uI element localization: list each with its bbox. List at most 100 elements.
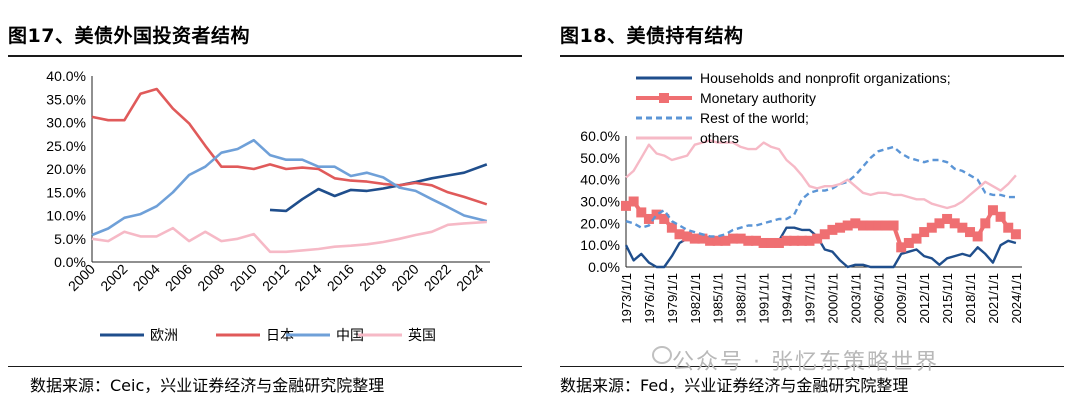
- series-marker: [827, 224, 838, 235]
- series-marker: [857, 220, 868, 231]
- series-marker: [873, 220, 884, 231]
- series-marker: [796, 235, 807, 246]
- y-tick-label: 20.0%: [46, 161, 86, 177]
- series-marker: [750, 235, 761, 246]
- series-marker: [942, 213, 953, 224]
- y-tick-label: 50.0%: [580, 150, 620, 166]
- series-line: [625, 145, 1016, 238]
- series-marker: [728, 233, 739, 244]
- legend-label: Rest of the world;: [700, 110, 809, 126]
- x-tick-label: 2003/1/1: [848, 273, 863, 324]
- x-tick-label: 2016: [324, 261, 357, 294]
- series-marker: [682, 231, 693, 242]
- series-marker: [812, 233, 823, 244]
- y-tick-label: 10.0%: [46, 208, 86, 224]
- right-footer-rule: [560, 366, 1064, 367]
- series-marker: [957, 222, 968, 233]
- series-marker: [987, 205, 998, 216]
- series-marker: [1003, 222, 1014, 233]
- series-marker: [980, 218, 991, 229]
- x-tick-label: 1991/1/1: [757, 273, 772, 324]
- series-marker: [1010, 229, 1021, 240]
- y-tick-label: 0.0%: [54, 254, 86, 270]
- series-marker: [880, 220, 891, 231]
- series-marker: [911, 233, 922, 244]
- series-marker: [995, 211, 1006, 222]
- series-marker: [865, 220, 876, 231]
- x-tick-label: 2018: [356, 261, 389, 294]
- series-marker: [773, 237, 784, 248]
- series-1: [621, 196, 1021, 253]
- series-marker: [643, 213, 654, 224]
- series-3: [91, 220, 487, 254]
- x-tick-label: 2022: [421, 261, 454, 294]
- x-tick-label: 2004: [129, 261, 162, 294]
- series-marker: [651, 209, 662, 220]
- series-marker: [781, 235, 792, 246]
- left-panel: 图17、美债外国投资者结构 0.0% 5.0% 10.0% 15.0% 20.0% 25.…: [0, 0, 530, 404]
- series-marker: [743, 235, 754, 246]
- x-tick-label: 1982/1/1: [688, 273, 703, 324]
- x-tick-label: 2002: [97, 261, 130, 294]
- x-tick-label: 2021/1/1: [986, 273, 1001, 324]
- x-tick-label: 1973/1/1: [619, 273, 634, 324]
- series-marker: [835, 222, 846, 233]
- y-tick-label: 35.0%: [46, 91, 86, 107]
- wechat-icon: [652, 346, 672, 364]
- series-marker: [972, 231, 983, 242]
- x-tick-label: 1997/1/1: [802, 273, 817, 324]
- series-marker: [766, 237, 777, 248]
- series-line: [625, 139, 1017, 210]
- series-marker: [697, 233, 708, 244]
- y-tick-label: 5.0%: [54, 231, 86, 247]
- right-line-chart: 0.0% 10.0% 20.0% 30.0% 40.0% 50.0% 60.0% 1973/1…: [580, 70, 1024, 324]
- x-tick-label: 2008: [194, 261, 227, 294]
- series-3: [625, 139, 1017, 210]
- series-marker: [850, 218, 861, 229]
- x-tick-label: 2010: [227, 261, 260, 294]
- legend-label: 日本: [266, 328, 294, 344]
- left-footer-rule: [8, 366, 522, 367]
- y-tick-label: 25.0%: [46, 138, 86, 154]
- y-tick-label: 30.0%: [580, 194, 620, 210]
- y-tick-label: 40.0%: [580, 172, 620, 188]
- series-2: [91, 138, 488, 237]
- series-marker: [758, 237, 769, 248]
- x-tick-label: 2020: [388, 261, 421, 294]
- x-tick-label: 2006: [162, 261, 195, 294]
- x-tick-label: 1979/1/1: [665, 273, 680, 324]
- left-chart-title: 图17、美债外国投资者结构: [8, 25, 250, 47]
- series-marker: [919, 227, 930, 238]
- legend-marker: [659, 93, 669, 103]
- x-tick-label: 2012/1/1: [917, 273, 932, 324]
- x-tick-label: 2024/1/1: [1009, 273, 1024, 324]
- x-tick-label: 1994/1/1: [780, 273, 795, 324]
- legend-label: 中国: [336, 328, 364, 344]
- legend-label: others: [700, 130, 739, 146]
- right-source-note: 数据来源：Fed，兴业证券经济与金融研究院整理: [560, 376, 909, 395]
- left-source-note: 数据来源：Ceic，兴业证券经济与金融研究院整理: [30, 376, 385, 395]
- y-tick-label: 20.0%: [580, 215, 620, 231]
- x-tick-label: 2024: [453, 261, 486, 294]
- y-tick-label: 0.0%: [588, 259, 620, 275]
- series-marker: [896, 242, 907, 253]
- series-marker: [888, 220, 899, 231]
- series-marker: [628, 196, 639, 207]
- x-tick-label: 1985/1/1: [711, 273, 726, 324]
- watermark: 公众号 · 张忆东策略世界: [672, 350, 939, 375]
- series-line: [269, 163, 488, 213]
- series-marker: [965, 227, 976, 238]
- series-1: [91, 87, 488, 206]
- x-tick-label: 1976/1/1: [642, 273, 657, 324]
- y-tick-label: 15.0%: [46, 184, 86, 200]
- series-marker: [720, 235, 731, 246]
- y-tick-label: 60.0%: [580, 128, 620, 144]
- series-line: [91, 87, 488, 206]
- series-line: [91, 138, 488, 237]
- series-marker: [735, 233, 746, 244]
- series-marker: [819, 229, 830, 240]
- x-tick-label: 2006/1/1: [871, 273, 886, 324]
- series-marker: [789, 235, 800, 246]
- x-tick-label: 2012: [259, 261, 292, 294]
- x-tick-label: 2014: [291, 261, 324, 294]
